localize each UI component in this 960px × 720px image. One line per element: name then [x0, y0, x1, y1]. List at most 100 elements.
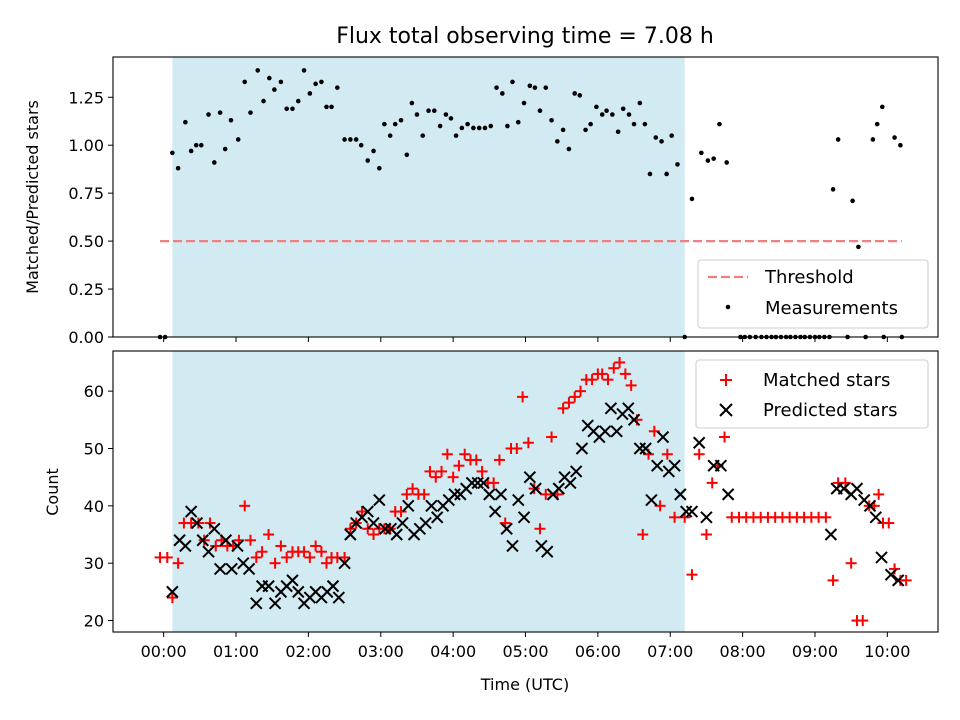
matched-star-point	[476, 465, 488, 477]
measurement-point	[599, 112, 605, 117]
predicted-star-point	[651, 459, 664, 472]
matched-star-point	[883, 517, 895, 529]
x-tick-label: 07:00	[647, 642, 693, 661]
measurement-point	[620, 106, 626, 112]
predicted-star-point	[622, 402, 635, 415]
top-legend[interactable]: Threshold Measurements	[697, 259, 929, 329]
matched-star-point	[281, 551, 293, 563]
predicted-star-point	[598, 425, 612, 438]
predicted-star-point	[225, 562, 238, 576]
y-tick-label: 0.00	[68, 328, 104, 347]
measurement-point	[471, 125, 476, 131]
measurement-point	[560, 127, 566, 133]
predicted-star-point	[208, 522, 221, 535]
measurement-point	[284, 106, 289, 112]
predicted-star-point	[213, 562, 227, 576]
predicted-star-point	[286, 574, 299, 587]
predicted-star-point	[202, 545, 215, 558]
measurement-point	[404, 152, 410, 158]
measurement-point	[437, 123, 443, 129]
legend-predicted-label: Predicted stars	[763, 400, 897, 421]
predicted-star-point	[517, 511, 531, 524]
predicted-star-point	[373, 493, 386, 507]
measurement-point	[414, 112, 420, 117]
y-tick-label: 30	[84, 554, 104, 573]
measurement-point	[717, 121, 722, 127]
matched-star-point	[470, 454, 482, 466]
matched-star-point	[669, 511, 681, 523]
predicted-star-point	[569, 465, 583, 478]
matched-star-point	[619, 368, 631, 380]
predicted-star-point	[268, 597, 282, 610]
measurement-point	[583, 127, 588, 133]
measurement-point	[443, 112, 449, 117]
matched-star-point	[540, 488, 552, 500]
measurement-point	[521, 100, 527, 106]
measurement-point	[193, 142, 199, 148]
matched-star-point	[395, 506, 407, 518]
predicted-star-point	[367, 516, 380, 530]
matched-star-point	[586, 374, 598, 386]
matched-star-point	[602, 374, 614, 386]
measurement-point	[398, 117, 404, 123]
measurement-point	[724, 160, 729, 165]
measurement-point	[604, 108, 609, 113]
measurement-point	[307, 91, 313, 96]
measurement-point	[856, 244, 861, 250]
y-tick-label: 0.25	[68, 280, 104, 299]
matched-star-point	[424, 465, 436, 477]
bottom-legend-box	[695, 359, 929, 429]
predicted-star-point	[338, 556, 351, 570]
predicted-star-point	[390, 528, 403, 541]
predicted-star-point	[242, 562, 256, 576]
measurement-point	[527, 83, 533, 89]
predicted-star-point	[891, 574, 905, 587]
measurement-point	[175, 165, 181, 171]
predicted-star-point	[575, 442, 589, 455]
matched-star-point	[686, 569, 698, 581]
measurement-point	[588, 121, 593, 127]
matched-star-point	[608, 362, 620, 374]
measurement-point	[675, 162, 680, 167]
matched-star-point	[430, 471, 442, 483]
matched-star-point	[528, 483, 540, 495]
matched-star-point	[637, 529, 649, 541]
measurement-point	[532, 85, 538, 90]
measurement-point	[371, 148, 376, 154]
predicted-star-point	[250, 597, 263, 610]
measurement-point	[365, 158, 371, 163]
matched-star-point	[700, 529, 712, 541]
measurement-point	[188, 148, 194, 154]
predicted-star-point	[850, 482, 864, 495]
predicted-star-point	[824, 528, 838, 541]
matched-star-point	[706, 477, 718, 489]
y-tick-label: 60	[84, 382, 104, 401]
measurement-point	[409, 100, 415, 106]
matched-star-point	[298, 546, 310, 558]
matched-star-point	[315, 546, 327, 558]
matched-star-point	[563, 397, 575, 409]
measurement-point	[537, 108, 543, 113]
matched-star-point	[198, 534, 210, 546]
measurement-point	[892, 135, 897, 140]
measurement-point	[198, 142, 204, 148]
x-tick-label: 02:00	[285, 642, 331, 661]
y-tick-label: 50	[84, 439, 104, 458]
predicted-star-point	[863, 499, 877, 513]
measurement-point	[705, 158, 711, 163]
matched-star-point	[263, 529, 275, 541]
matched-star-point	[161, 551, 173, 563]
matched-star-point	[441, 448, 453, 460]
matched-star-point	[418, 488, 430, 500]
measurement-point	[689, 196, 695, 202]
bottom-legend[interactable]: Matched stars Predicted stars	[695, 359, 929, 429]
y-tick-label: 1.25	[68, 88, 104, 107]
predicted-star-point	[714, 459, 728, 472]
measurement-point	[278, 79, 284, 85]
predicted-star-point	[378, 522, 392, 535]
measurement-point	[494, 85, 499, 90]
count-points	[154, 356, 912, 627]
measurement-point	[183, 119, 188, 125]
bottom-x-ticks: 00:00 01:00 02:00 03:00 04:00 05:00 06:00 07:00…	[141, 632, 910, 661]
x-tick-label: 00:00	[141, 642, 187, 661]
